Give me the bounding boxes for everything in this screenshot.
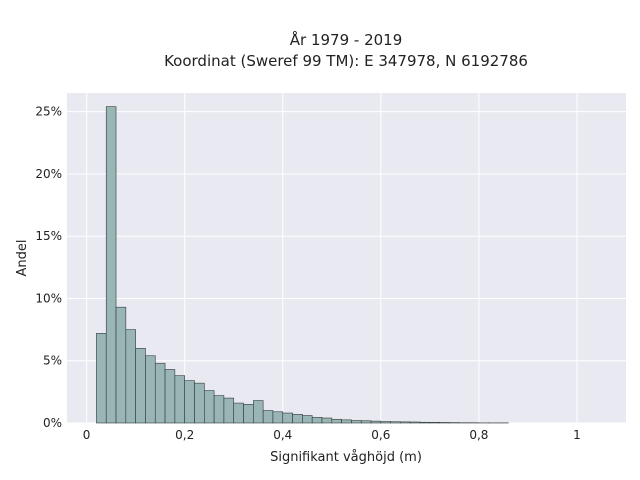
chart-title-line-1: År 1979 - 2019 (290, 30, 403, 49)
histogram-bar (282, 412, 293, 424)
grid-lines (67, 93, 626, 424)
histogram-bar (351, 420, 362, 424)
histogram-bar (302, 415, 313, 424)
histogram-bar (135, 347, 146, 424)
y-tick-label: 5% (43, 354, 62, 368)
histogram-bar (292, 413, 303, 424)
y-tick-label: 0% (43, 416, 62, 430)
histogram-bar (331, 418, 342, 424)
histogram-bar (233, 402, 244, 424)
histogram-bar (243, 404, 254, 424)
histogram-bar (223, 397, 235, 424)
y-tick-label: 15% (35, 229, 62, 243)
histogram-bar (115, 306, 127, 424)
histogram-bar (380, 421, 391, 424)
histogram-bar (194, 382, 205, 424)
histogram-bar (419, 421, 431, 424)
histogram-bar (262, 410, 274, 424)
histogram-bar (145, 355, 156, 424)
histogram-bar (409, 421, 421, 424)
x-tick-label: 0,2 (175, 428, 194, 442)
x-tick-label: 0,4 (273, 428, 292, 442)
histogram-bars (96, 106, 509, 424)
histogram-bar (184, 380, 195, 424)
y-axis-label: Andel (15, 240, 30, 277)
histogram-bar (174, 375, 185, 424)
histogram-bar (154, 362, 166, 424)
chart-title-line-2: Koordinat (Sweref 99 TM): E 347978, N 61… (164, 52, 528, 70)
histogram-bar (125, 329, 136, 424)
y-tick-label: 20% (35, 167, 62, 181)
histogram-bar (96, 333, 107, 424)
x-tick-label: 1 (573, 428, 581, 442)
histogram-bar (321, 417, 333, 424)
y-tick-label: 10% (35, 291, 62, 305)
histogram-bar (105, 106, 117, 424)
x-tick-label: 0,8 (469, 428, 488, 442)
x-axis-label: Signifikant våghöjd (m) (270, 450, 422, 465)
histogram-bar (253, 400, 264, 424)
y-tick-label: 25% (35, 105, 62, 119)
histogram-bar (390, 421, 401, 424)
histogram-bar (429, 422, 440, 424)
x-tick-label: 0 (83, 428, 91, 442)
histogram-bar (360, 420, 372, 424)
histogram-bar (272, 411, 284, 424)
histogram-bar (311, 417, 323, 424)
histogram-bar (203, 390, 215, 424)
histogram-bar (341, 419, 352, 424)
y-axis-ticks: 0% 5% 10% 15% 20% 25% (35, 105, 62, 430)
histogram-bar (164, 369, 176, 424)
histogram-bar (400, 421, 411, 424)
x-axis-ticks: 0 0,2 0,4 0,6 0,8 1 (83, 428, 581, 442)
histogram-bar (213, 395, 225, 424)
x-tick-label: 0,6 (371, 428, 390, 442)
histogram-bar (370, 420, 382, 424)
